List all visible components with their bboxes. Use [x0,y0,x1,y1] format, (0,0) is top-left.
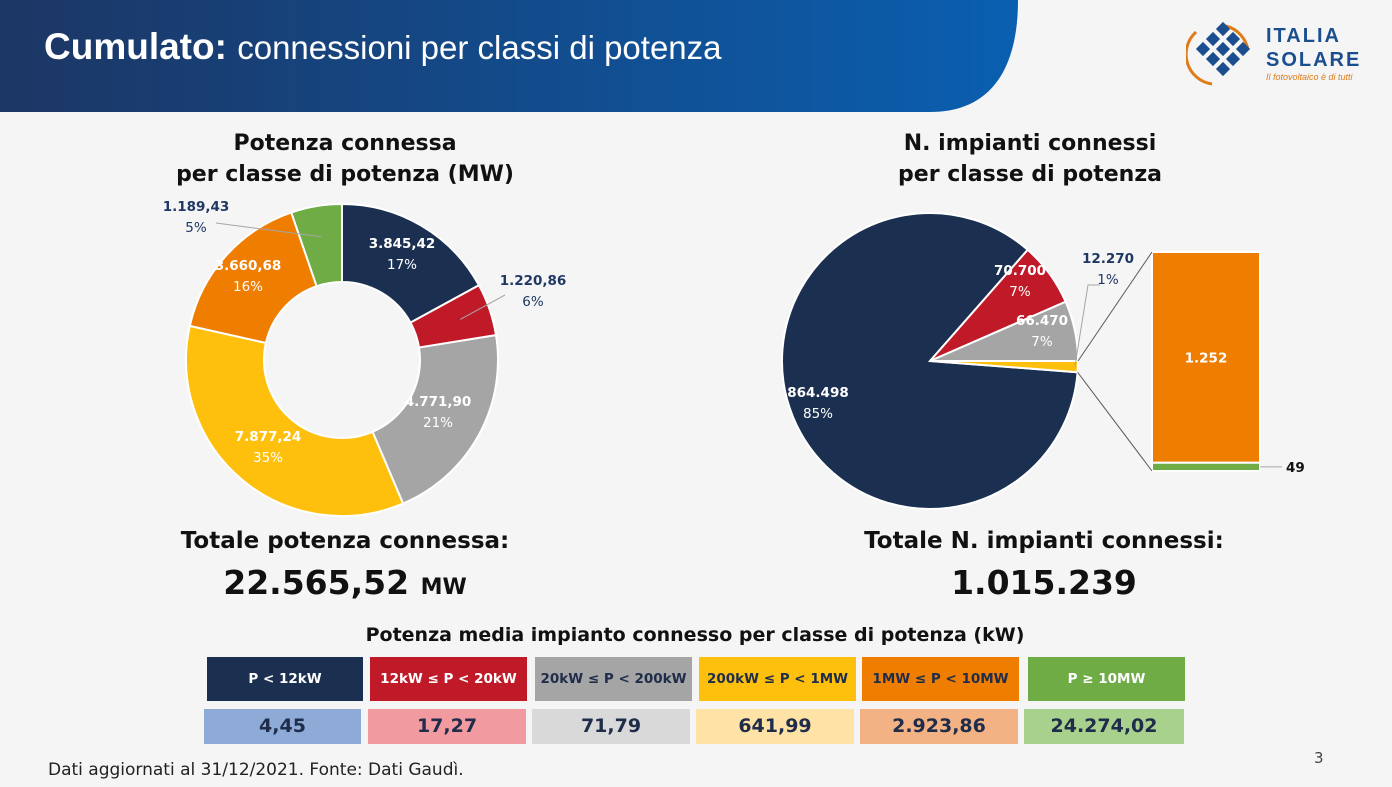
pie-slice-0 [781,212,1079,510]
header-background [0,0,1018,112]
donut-slice-3 [185,324,405,517]
power-class-header-5: P ≥ 10MW [1028,657,1185,701]
power-class-header-0: P < 12kW [207,657,363,701]
donut-slice-2 [371,333,499,505]
pie-slice-1 [929,248,1067,362]
power-class-header-4: 1MW ≤ P < 10MW [862,657,1019,701]
logo-tagline: Il fotovoltaico è di tutti [1266,72,1353,82]
connector-line-top [1077,251,1153,362]
total-power-value: 22.565,52 MW [115,563,575,602]
logo-text-italia: ITALIA [1266,25,1341,47]
page-title: Cumulato: connessioni per classi di pote… [44,26,722,68]
total-power-label: Totale potenza connessa: [180,528,510,554]
secondary-bar-label-1: 49 [1286,460,1305,476]
secondary-bar-segment-1 [1151,461,1261,473]
header-banner: Cumulato: connessioni per classi di pote… [0,0,1392,112]
power-class-average-3: 641,99 [696,709,854,744]
donut-value-label-2: 4.771,90 [405,394,472,410]
donut-value-label-0: 3.845,42 [369,236,436,252]
donut-leader-line-1 [460,294,506,320]
donut-value-label-1: 1.220,86 [500,273,567,289]
connector-line-bottom [1077,371,1153,472]
donut-value-label-3: 7.877,24 [235,429,302,445]
pie-pct-label-0: 85% [803,406,833,422]
donut-slice-1 [409,283,498,349]
secondary-bar-label-0: 1.252 [1185,350,1228,366]
bar-of-pie-title-line1: N. impianti connessi [903,131,1157,156]
pie-leader-line-3 [1074,284,1100,367]
page-title-rest: connessioni per classi di potenza [237,29,722,66]
donut-leader-line-5 [215,222,322,238]
pie-slice-2 [929,300,1080,362]
page-title-bold: Cumulato: [44,26,227,67]
average-power-title: Potenza media impianto connesso per clas… [365,624,1025,646]
power-class-header-1: 12kW ≤ P < 20kW [370,657,527,701]
italia-solare-logo: ITALIA SOLARE Il fotovoltaico è di tutti [1186,20,1366,90]
source-note: Dati aggiornati al 31/12/2021. Fonte: Da… [48,760,464,780]
donut-pct-label-3: 35% [253,450,283,466]
solar-panel-logo-icon [1186,21,1251,86]
power-class-header-2: 20kW ≤ P < 200kW [535,657,692,701]
donut-chart-title: Potenza connessa per classe di potenza (… [145,128,545,190]
pie-slice-3 [929,360,1080,374]
donut-pct-label-5: 5% [185,220,207,236]
donut-chart-title-line1: Potenza connessa [233,131,457,156]
pie-value-label-3: 12.270 [1082,251,1134,267]
power-class-average-4: 2.923,86 [860,709,1018,744]
power-class-average-5: 24.274,02 [1024,709,1184,744]
power-class-average-1: 17,27 [368,709,526,744]
power-class-average-0: 4,45 [204,709,361,744]
total-power-number: 22.565,52 [223,563,410,602]
total-power-unit: MW [420,575,467,600]
donut-chart-title-line2: per classe di potenza (MW) [176,162,514,187]
pie-value-label-2: 66.470 [1016,313,1068,329]
page-number: 3 [1314,749,1324,767]
bar-of-pie-chart-title: N. impianti connessi per classe di poten… [830,128,1230,190]
pie-pct-label-3: 1% [1097,272,1119,288]
total-plants-label: Totale N. impianti connessi: [864,528,1224,554]
donut-pct-label-2: 21% [423,415,453,431]
bar-of-pie-title-line2: per classe di potenza [898,162,1162,187]
donut-value-label-5: 1.189,43 [163,199,230,215]
power-class-average-2: 71,79 [532,709,690,744]
pie-value-label-0: 864.498 [787,385,849,401]
power-class-header-3: 200kW ≤ P < 1MW [699,657,856,701]
donut-pct-label-4: 16% [233,279,263,295]
pie-pct-label-2: 7% [1031,334,1053,350]
donut-slice-0 [341,202,481,324]
donut-value-label-4: 3.660,68 [215,258,282,274]
total-plants-value: 1.015.239 [951,563,1137,602]
donut-slice-4 [188,211,318,345]
donut-pct-label-1: 6% [522,294,544,310]
logo-text-solare: SOLARE [1266,49,1362,71]
pie-pct-label-1: 7% [1009,284,1031,300]
donut-slice-5 [290,202,343,288]
donut-pct-label-0: 17% [387,257,417,273]
secondary-bar-segment-0 [1151,251,1261,464]
pie-value-label-1: 70.700 [994,263,1046,279]
